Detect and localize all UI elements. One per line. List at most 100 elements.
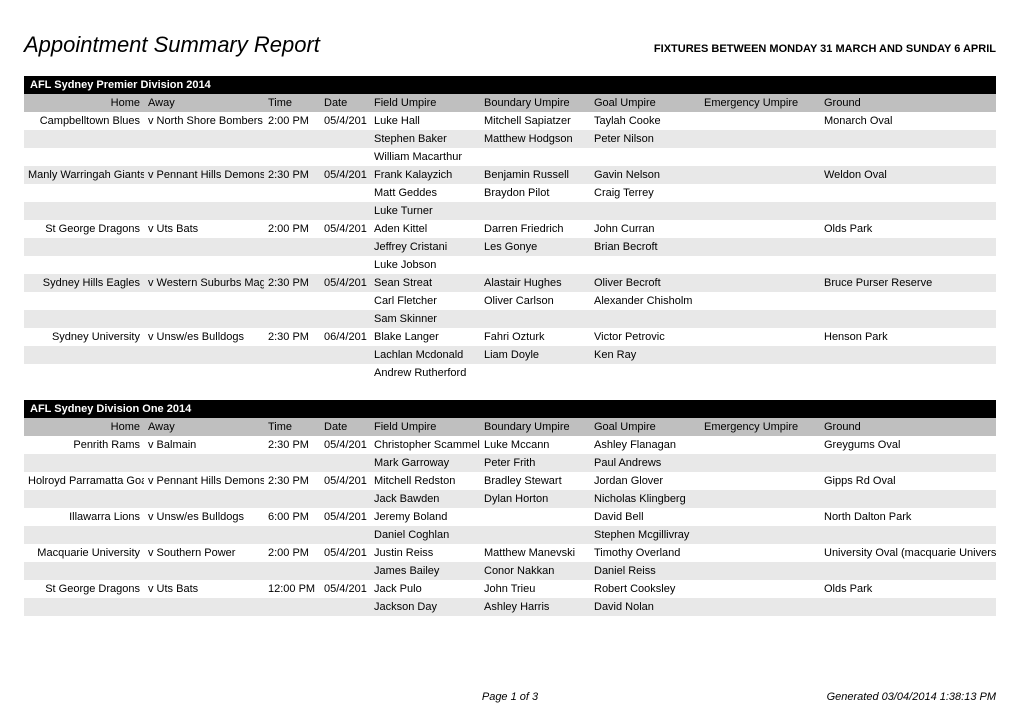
table-cell: Blake Langer xyxy=(370,328,480,346)
table-cell xyxy=(24,598,144,616)
table-cell: Jeremy Boland xyxy=(370,508,480,526)
table-row: Luke Jobson xyxy=(24,256,996,274)
table-cell xyxy=(144,256,264,274)
table-cell xyxy=(820,256,996,274)
table-cell: Gipps Rd Oval xyxy=(820,472,996,490)
table-cell xyxy=(820,562,996,580)
table-cell: 05/4/201 xyxy=(320,544,370,562)
table-cell: Paul Andrews xyxy=(590,454,700,472)
table-cell xyxy=(590,202,700,220)
table-cell: Henson Park xyxy=(820,328,996,346)
table-cell xyxy=(24,184,144,202)
column-header: Away xyxy=(144,418,264,436)
column-header: Away xyxy=(144,94,264,112)
table-cell xyxy=(700,238,820,256)
table-row: St George Dragonsv Uts Bats12:00 PM05/4/… xyxy=(24,580,996,598)
table-cell: Jeffrey Cristani xyxy=(370,238,480,256)
table-cell: Daniel Coghlan xyxy=(370,526,480,544)
table-cell: Penrith Rams xyxy=(24,436,144,454)
table-cell: Conor Nakkan xyxy=(480,562,590,580)
table-cell: Christopher Scammell xyxy=(370,436,480,454)
table-cell xyxy=(320,292,370,310)
table-cell: v Uts Bats xyxy=(144,220,264,238)
table-cell xyxy=(700,580,820,598)
table-cell xyxy=(700,256,820,274)
table-cell: Jack Bawden xyxy=(370,490,480,508)
table-cell xyxy=(24,256,144,274)
table-cell xyxy=(264,310,320,328)
table-cell: Greygums Oval xyxy=(820,436,996,454)
table-cell xyxy=(820,364,996,382)
table-row: Macquarie Universityv Southern Power2:00… xyxy=(24,544,996,562)
table-cell: 05/4/201 xyxy=(320,112,370,130)
table-cell xyxy=(24,490,144,508)
column-header: Boundary Umpire xyxy=(480,94,590,112)
table-cell: 05/4/201 xyxy=(320,508,370,526)
column-header: Goal Umpire xyxy=(590,418,700,436)
table-row: Illawarra Lionsv Unsw/es Bulldogs6:00 PM… xyxy=(24,508,996,526)
table-cell: David Bell xyxy=(590,508,700,526)
table-cell xyxy=(700,166,820,184)
table-cell: Luke Turner xyxy=(370,202,480,220)
table-cell: Sydney University xyxy=(24,328,144,346)
table-cell: John Trieu xyxy=(480,580,590,598)
table-cell: Dylan Horton xyxy=(480,490,590,508)
table-cell: Jackson Day xyxy=(370,598,480,616)
report-section: AFL Sydney Premier Division 2014HomeAway… xyxy=(24,76,996,382)
table-cell: v Unsw/es Bulldogs xyxy=(144,328,264,346)
table-cell xyxy=(700,274,820,292)
table-cell: Weldon Oval xyxy=(820,166,996,184)
column-header: Field Umpire xyxy=(370,418,480,436)
table-cell: Fahri Ozturk xyxy=(480,328,590,346)
table-cell xyxy=(24,526,144,544)
table-cell: William Macarthur xyxy=(370,148,480,166)
table-cell: Liam Doyle xyxy=(480,346,590,364)
table-cell xyxy=(820,130,996,148)
table-cell: Oliver Carlson xyxy=(480,292,590,310)
column-header: Field Umpire xyxy=(370,94,480,112)
table-cell xyxy=(820,526,996,544)
generated-timestamp: Generated 03/04/2014 1:38:13 PM xyxy=(827,691,996,703)
table-cell: Peter Frith xyxy=(480,454,590,472)
table-cell xyxy=(320,148,370,166)
table-cell xyxy=(144,184,264,202)
table-cell xyxy=(24,562,144,580)
table-cell: Peter Nilson xyxy=(590,130,700,148)
table-cell: St George Dragons xyxy=(24,220,144,238)
column-header: Goal Umpire xyxy=(590,94,700,112)
table-cell: Monarch Oval xyxy=(820,112,996,130)
table-row: Campbelltown Bluesv North Shore Bombers2… xyxy=(24,112,996,130)
table-cell xyxy=(700,508,820,526)
table-cell xyxy=(590,364,700,382)
table-cell xyxy=(700,346,820,364)
table-cell xyxy=(320,598,370,616)
report-header: Appointment Summary Report FIXTURES BETW… xyxy=(24,32,996,58)
table-cell xyxy=(144,202,264,220)
table-cell xyxy=(820,598,996,616)
table-cell xyxy=(480,202,590,220)
table-cell: Matthew Manevski xyxy=(480,544,590,562)
table-cell xyxy=(264,346,320,364)
table-row: Penrith Ramsv Balmain2:30 PM05/4/201Chri… xyxy=(24,436,996,454)
table-cell xyxy=(264,130,320,148)
table-cell xyxy=(480,364,590,382)
table-cell xyxy=(700,598,820,616)
table-cell: Brian Becroft xyxy=(590,238,700,256)
table-cell xyxy=(24,310,144,328)
table-cell: Craig Terrey xyxy=(590,184,700,202)
table-cell: Benjamin Russell xyxy=(480,166,590,184)
table-cell: Les Gonye xyxy=(480,238,590,256)
table-cell: University Oval (macquarie University) xyxy=(820,544,996,562)
table-cell xyxy=(264,598,320,616)
table-cell: Stephen Baker xyxy=(370,130,480,148)
table-cell: Timothy Overland xyxy=(590,544,700,562)
report-section: AFL Sydney Division One 2014HomeAwayTime… xyxy=(24,400,996,616)
table-cell: 05/4/201 xyxy=(320,220,370,238)
table-cell: 2:30 PM xyxy=(264,166,320,184)
table-cell xyxy=(264,202,320,220)
section-title: AFL Sydney Premier Division 2014 xyxy=(24,76,996,94)
table-cell: v North Shore Bombers xyxy=(144,112,264,130)
table-cell: Holroyd Parramatta Goannas xyxy=(24,472,144,490)
table-cell xyxy=(144,454,264,472)
table-cell xyxy=(700,130,820,148)
